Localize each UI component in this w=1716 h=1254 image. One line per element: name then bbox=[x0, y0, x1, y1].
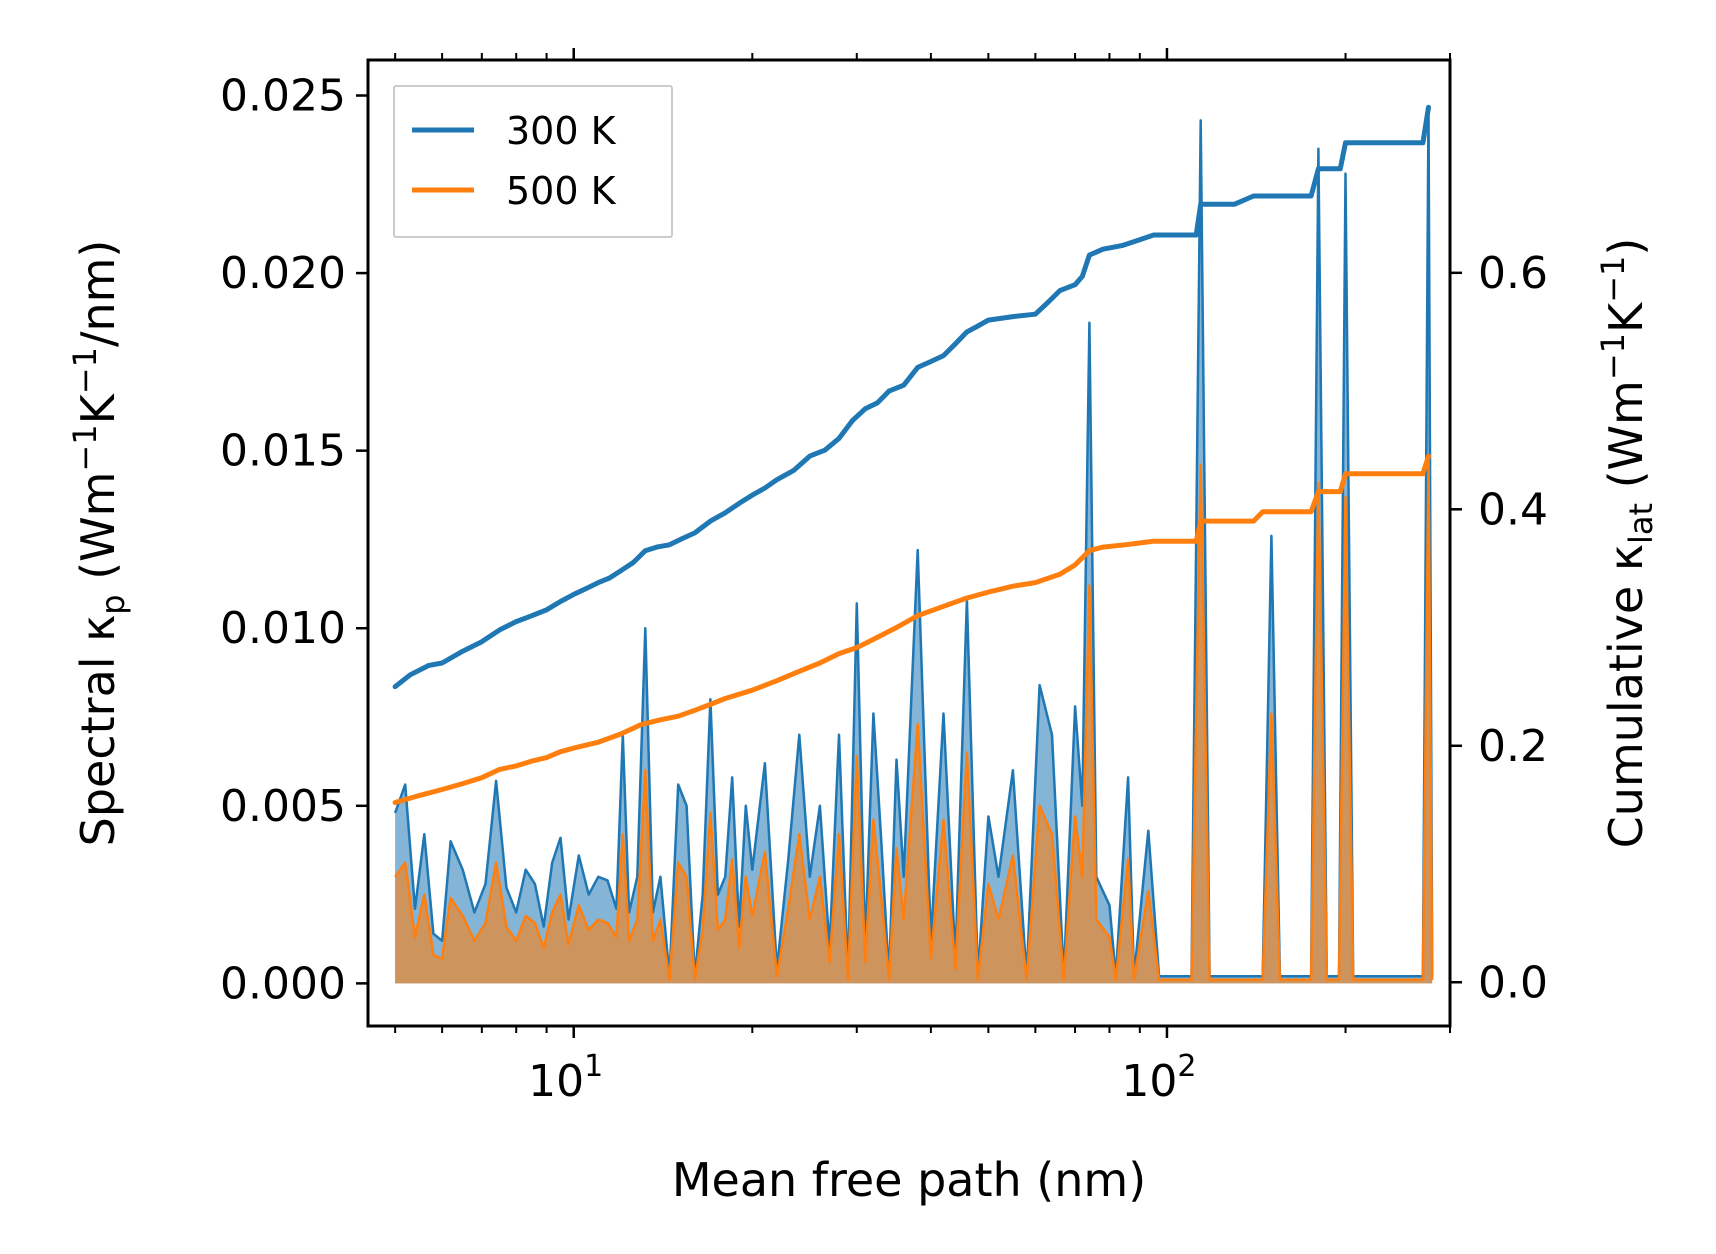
spectral-line-500k bbox=[394, 456, 1434, 982]
spectral-layer bbox=[393, 104, 1434, 984]
y-left-tick-label: 0.020 bbox=[220, 248, 346, 299]
plot-frame bbox=[366, 58, 1452, 1028]
cumulative-line-300k bbox=[392, 104, 1431, 690]
x-tick-label: 102 bbox=[1121, 1049, 1196, 1107]
y-right-tick-label: 0.2 bbox=[1478, 721, 1548, 772]
legend-box bbox=[393, 85, 673, 238]
spectral-line-300k bbox=[393, 104, 1434, 978]
y-right-tick-label: 0.4 bbox=[1478, 484, 1548, 535]
y-left-tick-label: 0.000 bbox=[220, 958, 346, 1009]
y-left-axis-title: Spectral κp (Wm−1K−1/nm) bbox=[66, 240, 132, 847]
cumulative-layer bbox=[392, 104, 1431, 805]
legend-label-300k: 300 K bbox=[506, 109, 617, 153]
y-right-axis-title: Cumulative κlat (Wm−1K−1) bbox=[1594, 238, 1660, 849]
x-tick-label: 101 bbox=[528, 1049, 603, 1107]
x-axis-title: Mean free path (nm) bbox=[672, 1153, 1146, 1207]
axes-layer: 0.000 0.005 0.010 0.015 0.020 0.025 0.0 0.2 0.4 0… bbox=[220, 48, 1548, 1107]
y-left-tick-label: 0.010 bbox=[220, 603, 346, 654]
y-left-tick-label: 0.015 bbox=[220, 426, 346, 477]
y-left-tick-label: 0.025 bbox=[220, 71, 346, 122]
cumulative-line-500k bbox=[392, 453, 1431, 805]
spectral-area-500k bbox=[395, 457, 1433, 984]
legend: 300 K 500 K bbox=[393, 85, 673, 238]
legend-label-500k: 500 K bbox=[506, 169, 617, 213]
y-right-tick-label: 0.6 bbox=[1478, 248, 1548, 299]
y-right-tick-label: 0.0 bbox=[1478, 957, 1548, 1008]
y-left-tick-label: 0.005 bbox=[220, 781, 346, 832]
